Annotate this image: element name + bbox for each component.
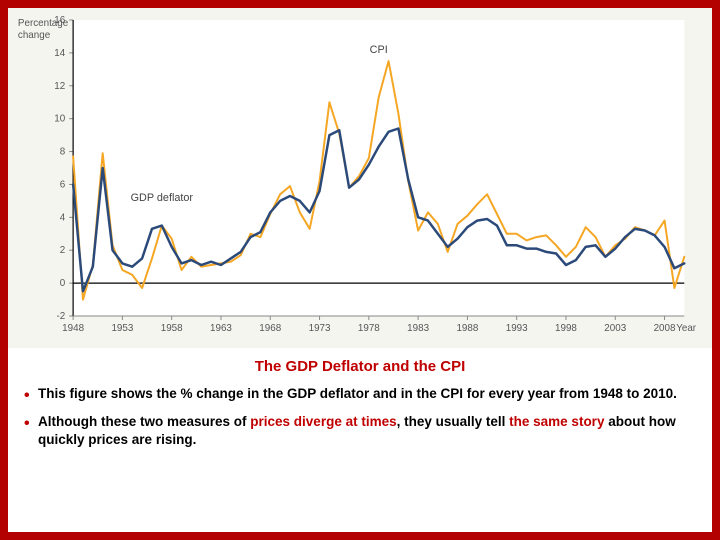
bullet-1-text: This figure shows the % change in the GD… bbox=[38, 386, 677, 401]
svg-text:0: 0 bbox=[60, 278, 66, 289]
bullet-2-highlight-2: the same story bbox=[509, 414, 604, 429]
bullet-2-part-a: Although these two measures of bbox=[38, 414, 250, 429]
svg-text:6: 6 bbox=[60, 179, 66, 190]
svg-text:change: change bbox=[18, 30, 51, 41]
svg-text:1988: 1988 bbox=[456, 323, 478, 334]
svg-text:14: 14 bbox=[54, 48, 65, 59]
bullet-1: This figure shows the % change in the GD… bbox=[24, 385, 696, 403]
svg-text:1963: 1963 bbox=[210, 323, 232, 334]
svg-text:1973: 1973 bbox=[309, 323, 331, 334]
svg-text:1978: 1978 bbox=[358, 323, 380, 334]
caption-block: The GDP Deflator and the CPI This figure… bbox=[8, 348, 712, 532]
svg-text:2: 2 bbox=[60, 245, 66, 256]
svg-text:CPI: CPI bbox=[370, 44, 388, 56]
chart-title: The GDP Deflator and the CPI bbox=[24, 358, 696, 375]
slide-card: -202468101214161948195319581963196819731… bbox=[8, 8, 712, 532]
svg-text:1983: 1983 bbox=[407, 323, 429, 334]
bullet-2: Although these two measures of prices di… bbox=[24, 413, 696, 449]
svg-text:1948: 1948 bbox=[62, 323, 84, 334]
svg-text:8: 8 bbox=[60, 146, 66, 157]
svg-text:2008: 2008 bbox=[654, 323, 676, 334]
svg-text:1958: 1958 bbox=[161, 323, 183, 334]
line-chart: -202468101214161948195319581963196819731… bbox=[12, 12, 702, 344]
svg-text:1953: 1953 bbox=[111, 323, 133, 334]
chart-panel: -202468101214161948195319581963196819731… bbox=[8, 8, 712, 348]
svg-text:2003: 2003 bbox=[604, 323, 626, 334]
svg-text:-2: -2 bbox=[56, 311, 65, 322]
bullet-2-highlight-1: prices diverge at times bbox=[250, 414, 396, 429]
svg-text:Year: Year bbox=[676, 323, 697, 334]
svg-text:GDP deflator: GDP deflator bbox=[131, 192, 194, 204]
svg-text:1968: 1968 bbox=[259, 323, 281, 334]
svg-text:1998: 1998 bbox=[555, 323, 577, 334]
svg-text:1993: 1993 bbox=[506, 323, 528, 334]
svg-text:10: 10 bbox=[54, 114, 65, 125]
bullet-2-part-b: , they usually tell bbox=[397, 414, 510, 429]
svg-text:Percentage: Percentage bbox=[18, 18, 69, 29]
svg-text:4: 4 bbox=[60, 212, 66, 223]
svg-text:12: 12 bbox=[54, 81, 65, 92]
